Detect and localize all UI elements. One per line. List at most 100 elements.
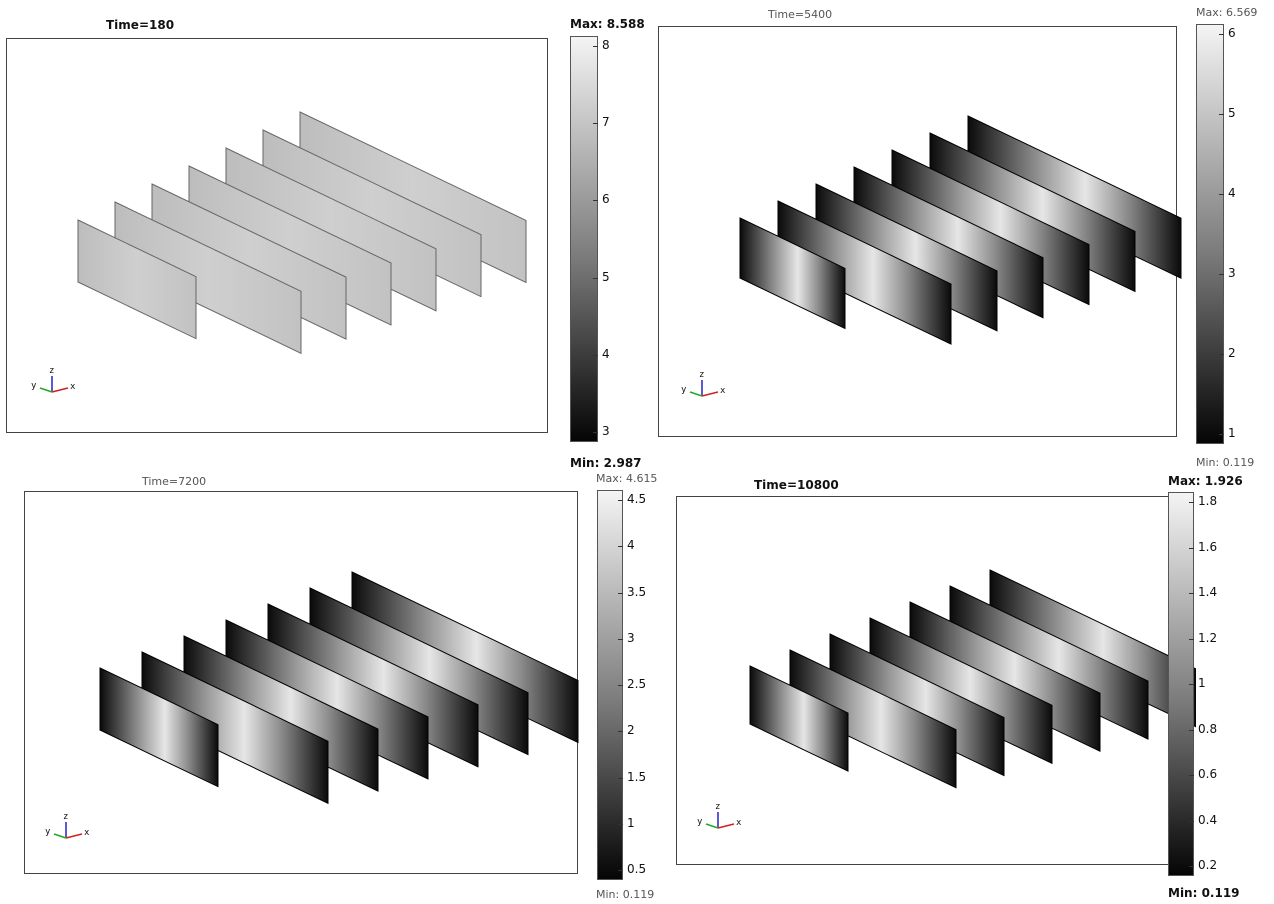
colorbar-tickmark [618, 823, 623, 825]
axis-label-z: z [49, 366, 55, 376]
axis-label-z: z [63, 812, 69, 822]
colorbar-tickmark [1189, 593, 1194, 594]
slice-plate [749, 665, 849, 772]
panel-title: Time=180 [106, 18, 175, 32]
colorbar-tickmark [1219, 274, 1224, 275]
colorbar-tick-label: 1.4 [1198, 585, 1218, 599]
panel-time-180: Time=180 z x y Max: 8.588 8 7 6 5 4 3 Min: 2.98… [0, 0, 660, 470]
colorbar-ramp [1196, 24, 1224, 444]
slice-plate [739, 217, 846, 330]
colorbar-tickmark [618, 546, 623, 548]
colorbar-tick-label: 3 [602, 424, 610, 438]
slice-plate [77, 219, 197, 340]
axis-label-z: z [715, 802, 721, 812]
colorbar: 4.5 4 3.5 3 2.5 2 1.5 1 0.5 [597, 490, 667, 880]
colorbar-tick-label: 0.8 [1198, 721, 1218, 736]
colorbar-max-label: Max: 8.588 [570, 17, 645, 31]
colorbar-tickmark [1189, 502, 1194, 503]
colorbar-tickmark [593, 277, 598, 279]
colorbar-tickmark [1219, 434, 1224, 435]
slice-plot [77, 111, 527, 355]
colorbar-tickmark [1189, 729, 1194, 731]
axis-triad-icon [689, 380, 719, 397]
colorbar-tick-label: 4.5 [627, 492, 647, 506]
colorbar-tickmark [593, 200, 598, 202]
axis-label-x: x [736, 818, 742, 828]
colorbar-tick-label: 3 [1228, 266, 1236, 280]
colorbar-tickmark [618, 592, 623, 594]
colorbar-max-label: Max: 1.926 [1168, 474, 1243, 488]
colorbar-tick-label: 4 [627, 538, 635, 553]
colorbar-tick-label: 6 [1228, 26, 1236, 40]
colorbar-tick-label: 0.4 [1198, 812, 1218, 827]
colorbar-tick-label: 1 [627, 815, 635, 830]
colorbar-tickmark [618, 638, 623, 640]
axis-label-x: x [84, 828, 90, 838]
colorbar-tickmark [593, 46, 598, 47]
colorbar-tickmark [1219, 34, 1224, 35]
axis-triad-icon [39, 376, 69, 393]
colorbar-tick-label: 0.2 [1198, 858, 1218, 872]
colorbar-min-label: Min: 0.119 [596, 888, 655, 901]
panel-time-7200: Time=7200 z x y Max: 4.615 4.5 4 3.5 3 2.5 2 1.5… [24, 472, 667, 901]
colorbar-min-label: Min: 2.987 [570, 456, 642, 470]
axis-label-y: y [697, 817, 703, 827]
colorbar-tickmark [1189, 638, 1194, 640]
colorbar-tickmark [1189, 547, 1194, 549]
axis-triad: z x y [696, 802, 756, 836]
colorbar-tick-label: 1.2 [1198, 630, 1218, 645]
colorbar-tickmark [618, 731, 623, 733]
colorbar-tick-label: 3.5 [627, 584, 647, 599]
colorbar-tickmark [593, 432, 598, 433]
slice-plate [99, 667, 219, 788]
colorbar-tick-label: 0.5 [627, 862, 647, 876]
colorbar-ramp [570, 36, 598, 442]
panel-title: Time=10800 [754, 478, 839, 492]
colorbar-tick-label: 5 [1228, 106, 1236, 120]
colorbar-tick-label: 1.8 [1198, 494, 1218, 508]
axis-label-y: y [681, 385, 687, 395]
colorbar-tickmark [1189, 820, 1194, 822]
colorbar-tick-label: 3 [627, 630, 635, 645]
colorbar-tickmark [618, 685, 623, 686]
colorbar-tick-label: 5 [602, 269, 610, 284]
colorbar-max-label: Max: 6.569 [1196, 6, 1258, 19]
colorbar-tickmark [1189, 775, 1194, 776]
colorbar: 6 5 4 3 2 1 [1196, 24, 1256, 444]
colorbar: 1.8 1.6 1.4 1.2 1 0.8 0.6 0.4 0.2 [1168, 492, 1238, 876]
colorbar-tick-label: 6 [602, 192, 610, 207]
colorbar-tickmark [618, 870, 623, 871]
axis-triad: z x y [680, 370, 740, 404]
axis-triad: z x y [30, 366, 90, 400]
axis-label-y: y [31, 381, 37, 391]
colorbar-tick-label: 1 [1228, 426, 1236, 440]
colorbar-max-label: Max: 4.615 [596, 472, 658, 485]
colorbar-tickmark [593, 123, 598, 125]
colorbar-tick-label: 7 [602, 115, 610, 130]
slice-plot [749, 569, 1196, 789]
axis-triad: z x y [44, 812, 104, 846]
colorbar-tickmark [1219, 194, 1224, 195]
colorbar-tickmark [618, 500, 623, 501]
panel-time-5400: Time=5400 z x y Max: 6.569 6 5 4 3 2 1 Min: 0.1… [658, 6, 1258, 469]
axis-triad-icon [705, 812, 735, 829]
colorbar-tickmark [593, 354, 598, 356]
colorbar-tickmark [618, 777, 623, 779]
colorbar-tick-label: 1.6 [1198, 539, 1218, 554]
colorbar-tickmark [1189, 684, 1194, 685]
panel-title: Time=7200 [142, 475, 207, 488]
colorbar-tick-label: 4 [602, 346, 610, 361]
colorbar-tickmark [1219, 354, 1224, 355]
colorbar-tickmark [1189, 866, 1194, 867]
colorbar-tick-label: 4 [1228, 186, 1236, 200]
axis-label-z: z [699, 370, 705, 380]
axis-label-x: x [70, 382, 76, 392]
axis-label-x: x [720, 386, 726, 396]
axis-label-y: y [45, 827, 51, 837]
colorbar-tickmark [1219, 114, 1224, 115]
axis-triad-icon [53, 822, 83, 839]
slice-plot [99, 571, 579, 805]
colorbar-tick-label: 1 [1198, 676, 1206, 690]
colorbar-min-label: Min: 0.119 [1196, 456, 1255, 469]
